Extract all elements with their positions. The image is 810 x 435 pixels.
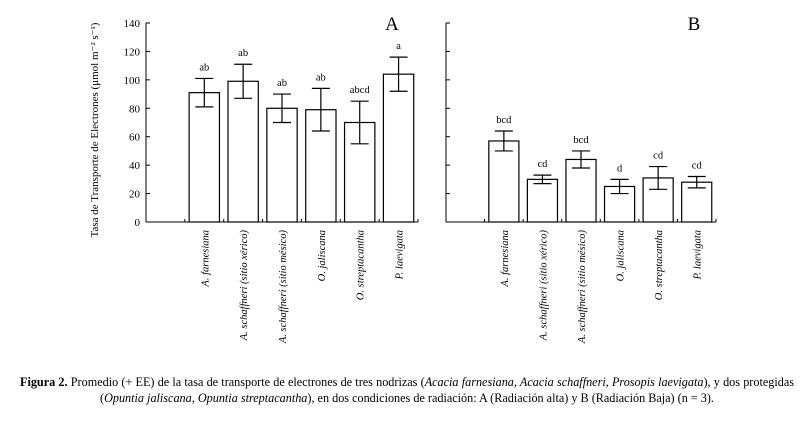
significance-label: bcd (573, 135, 589, 146)
y-tick-label: 140 (124, 18, 141, 30)
bar (266, 107, 298, 223)
significance-label: ab (277, 78, 287, 89)
y-tick-label: 20 (129, 189, 141, 201)
panel-label: B (688, 14, 701, 35)
category-label: P. laevigata (693, 230, 704, 280)
bar (681, 181, 713, 223)
significance-label: cd (653, 151, 664, 162)
significance-label: d (617, 163, 623, 174)
caption-text: ), en dos condiciones de radiación: A (R… (307, 391, 714, 405)
bar (382, 73, 415, 223)
bar (488, 140, 520, 223)
y-tick-label: 40 (129, 160, 141, 172)
y-tick-label: 100 (124, 75, 141, 87)
caption-species: Opuntia jaliscana, Opuntia streptacantha (104, 391, 308, 405)
bar (188, 92, 221, 223)
y-tick-label: 80 (129, 103, 141, 115)
category-label: A. schaffneri (sitio mésico) (278, 230, 289, 345)
significance-label: ab (316, 72, 326, 83)
bar (565, 158, 597, 223)
category-label: O. streptacantha (356, 230, 367, 300)
caption-text: Promedio (+ EE) de la tasa de transporte… (67, 375, 425, 389)
caption-species: Acacia farnesiana, Acacia schaffneri, Pr… (424, 375, 704, 389)
category-label: P. laevigata (395, 230, 406, 280)
figure-caption: Figura 2. Promedio (+ EE) de la tasa de … (20, 374, 794, 406)
y-tick-label: 120 (124, 46, 141, 58)
significance-label: a (396, 41, 401, 52)
panel-label: A (385, 14, 399, 35)
category-label: A. farnesiana (500, 230, 511, 288)
category-label: A. schaffneri (sitio xérico) (538, 230, 549, 342)
significance-label: cd (692, 161, 703, 172)
caption-text: ), y dos protegidas ( (100, 375, 794, 405)
bar (526, 178, 559, 223)
category-label: A. schaffneri (sitio xérico) (239, 230, 250, 342)
panel-a: 0 20 40 60 80 100 120 140 ab A. farnesiana ab A. sc… (124, 14, 419, 344)
figure-2: Tasa de Transporte de Electrones (μmol m… (89, 14, 717, 345)
category-label: O. streptacantha (654, 230, 665, 300)
significance-label: cd (537, 159, 548, 170)
category-label: A. schaffneri (sitio mésico) (577, 230, 588, 345)
bar (227, 80, 259, 223)
significance-label: bcd (496, 115, 512, 126)
y-tick-label: 0 (135, 217, 141, 229)
category-label: O. jaliscana (317, 230, 328, 281)
significance-label: abcd (350, 85, 371, 96)
significance-label: ab (238, 48, 248, 59)
caption-label: Figura 2. (20, 375, 68, 389)
y-axis-label: Tasa de Transporte de Electrones (μmol m… (89, 22, 101, 237)
panel-b: bcd A. farnesiana cd A. schaffneri (sitio x… (445, 14, 717, 345)
category-label: A. farnesiana (200, 230, 211, 288)
y-tick-label: 60 (129, 132, 141, 144)
significance-label: ab (199, 62, 209, 73)
category-label: O. jaliscana (616, 230, 627, 281)
